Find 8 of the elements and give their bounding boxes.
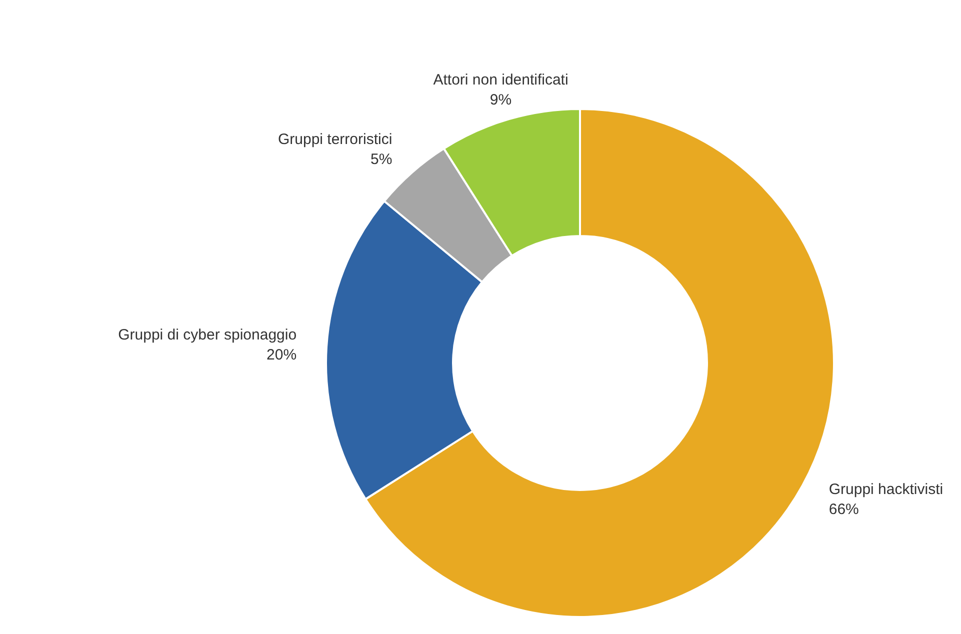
data-label: 66% <box>828 500 859 518</box>
slice-label: Gruppi hacktivisti <box>828 480 944 498</box>
slice-label: Gruppi di cyber spionaggio <box>118 326 297 344</box>
slice-label: Attori non identificati <box>433 71 568 88</box>
slice-label: Gruppi terroristici <box>278 131 392 148</box>
data-label: 20% <box>266 346 297 364</box>
data-label: 9% <box>490 91 512 108</box>
data-label: 5% <box>370 151 392 168</box>
